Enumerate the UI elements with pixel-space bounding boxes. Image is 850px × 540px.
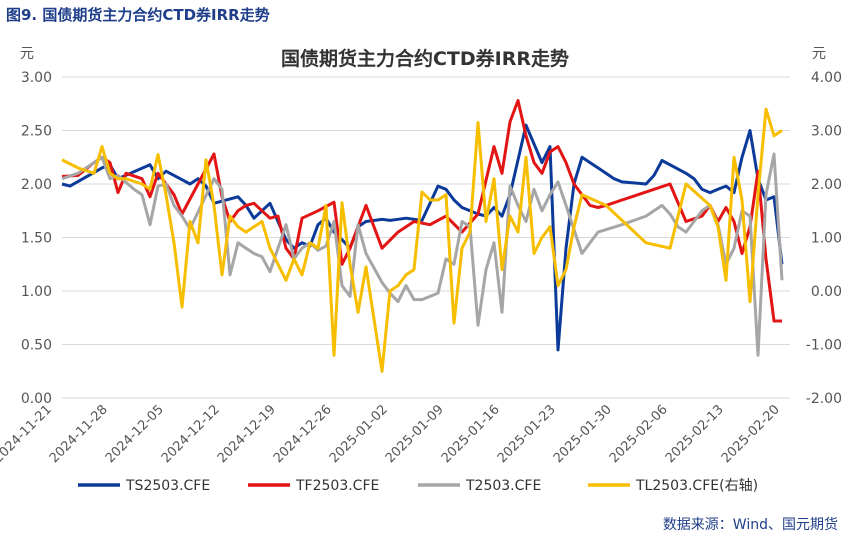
legend-item: TF2503.CFE bbox=[248, 478, 379, 494]
legend-label: TS2503.CFE bbox=[125, 478, 210, 494]
left-axis-unit: 元 bbox=[20, 46, 34, 62]
y-right-tick-label: 2.00 bbox=[811, 177, 842, 193]
x-tick-label: 2025-02-13 bbox=[663, 402, 727, 466]
x-tick-label: 2025-01-16 bbox=[439, 402, 503, 466]
right-axis-unit: 元 bbox=[812, 46, 826, 62]
x-tick-label: 2024-12-05 bbox=[103, 402, 167, 466]
y-left-tick-label: 2.00 bbox=[21, 177, 52, 193]
legend: TS2503.CFE TF2503.CFE T2503.CFE TL2503.CFE(… bbox=[78, 478, 758, 494]
y-right-tick-label: -1.00 bbox=[806, 338, 842, 354]
legend-label: TF2503.CFE bbox=[295, 478, 379, 494]
x-tick-label: 2025-02-06 bbox=[607, 402, 671, 466]
x-tick-label: 2024-12-19 bbox=[215, 402, 279, 466]
y-right-tick-label: 3.00 bbox=[811, 124, 842, 140]
legend-label: T2503.CFE bbox=[465, 478, 541, 494]
y-right-tick-label: 4.00 bbox=[811, 70, 842, 86]
y-left-tick-label: 1.50 bbox=[21, 231, 52, 247]
x-tick-label: 2024-11-28 bbox=[47, 402, 111, 466]
y-left-tick-label: 2.50 bbox=[21, 124, 52, 140]
y-left-tick-label: 3.00 bbox=[21, 70, 52, 86]
y-right-tick-labels: -2.00 -1.00 0.00 1.00 2.00 3.00 4.00 bbox=[806, 70, 842, 407]
x-tick-label: 2025-01-23 bbox=[495, 402, 559, 466]
x-tick-label: 2024-12-12 bbox=[159, 402, 223, 466]
y-left-tick-label: 1.00 bbox=[21, 284, 52, 300]
gridlines bbox=[62, 76, 790, 399]
y-right-tick-label: 1.00 bbox=[811, 231, 842, 247]
x-tick-label: 2025-01-09 bbox=[383, 402, 447, 466]
legend-label: TL2503.CFE(右轴) bbox=[635, 478, 758, 494]
legend-item: TS2503.CFE bbox=[78, 478, 210, 494]
series-line-t2503cfe bbox=[61, 152, 784, 357]
y-right-tick-label: 0.00 bbox=[811, 284, 842, 300]
data-source: 数据来源：Wind、国元期货 bbox=[662, 517, 838, 533]
series-lines bbox=[61, 99, 784, 373]
series-line-tf2503cfe bbox=[61, 99, 782, 323]
y-right-tick-label: -2.00 bbox=[806, 391, 842, 407]
y-left-tick-labels: 0.00 0.50 1.00 1.50 2.00 2.50 3.00 bbox=[21, 70, 52, 407]
y-left-tick-label: 0.00 bbox=[21, 391, 52, 407]
x-tick-label: 2024-12-26 bbox=[271, 402, 335, 466]
legend-item: T2503.CFE bbox=[418, 478, 541, 494]
x-tick-labels: 2024-11-212024-11-282024-12-052024-12-12… bbox=[0, 402, 783, 466]
x-tick-label: 2025-01-30 bbox=[551, 402, 615, 466]
y-left-tick-label: 0.50 bbox=[21, 338, 52, 354]
series-line-tl2503cfe bbox=[61, 107, 783, 373]
figure-caption: 图9. 国债期货主力合约CTD券IRR走势 bbox=[6, 6, 270, 24]
x-tick-label: 2025-01-02 bbox=[327, 402, 391, 466]
x-tick-label: 2025-02-20 bbox=[719, 402, 783, 466]
chart-title: 国债期货主力合约CTD券IRR走势 bbox=[281, 47, 569, 70]
legend-item: TL2503.CFE(右轴) bbox=[588, 478, 758, 494]
